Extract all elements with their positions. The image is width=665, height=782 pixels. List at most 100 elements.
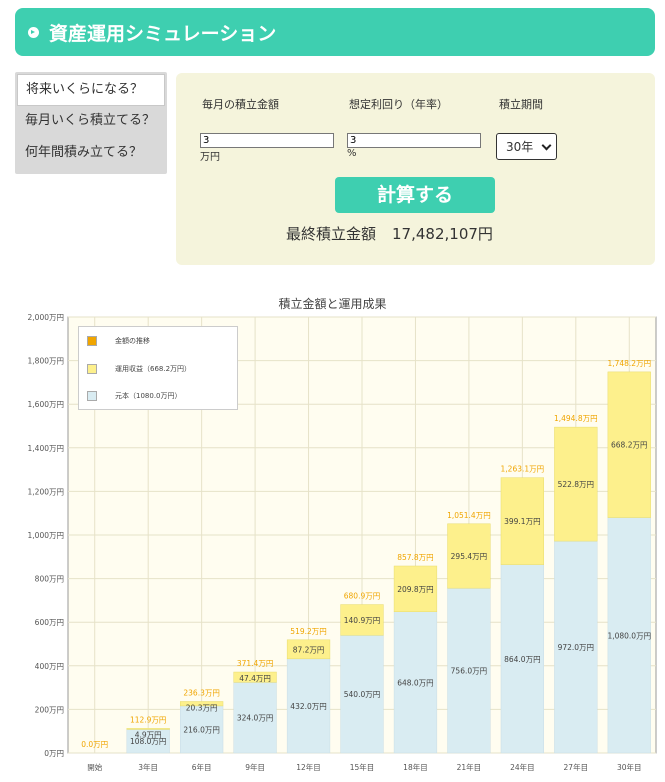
principal-value-label: 540.0万円 xyxy=(344,690,380,699)
principal-value-label: 108.0万円 xyxy=(130,737,166,746)
bar-principal xyxy=(286,658,331,754)
bar-principal xyxy=(554,540,598,754)
page-title: 資産運用シミュレーション xyxy=(49,22,277,45)
mode-tabs: 将来いくらになる？ 毎月いくら積立てる？ 何年間積み立てる？ xyxy=(15,72,167,174)
x-tick-label: 15年目 xyxy=(350,762,375,772)
bar-gain xyxy=(447,523,491,589)
chart-title: 積立金額と運用成果 xyxy=(278,297,387,311)
gain-value-label: 209.8万円 xyxy=(397,585,433,594)
bar-gain xyxy=(286,639,331,660)
y-tick-label: 1,600万円 xyxy=(28,400,64,409)
legend-item-total: 金額の推移 xyxy=(87,334,150,348)
period-select[interactable]: 30年 xyxy=(496,133,557,160)
total-value-label: 1,748.2万円 xyxy=(607,359,651,368)
legend-label-gain: 運用収益（668.2万円） xyxy=(115,365,192,373)
rate-label: 想定利回り（年率） xyxy=(349,98,448,111)
total-value-label: 1,263.1万円 xyxy=(501,465,545,474)
gain-value-label: 140.9万円 xyxy=(344,616,380,625)
x-tick-label: 9年目 xyxy=(245,762,265,772)
bar-principal xyxy=(500,564,544,754)
y-tick-label: 400万円 xyxy=(35,662,64,671)
bar-gain xyxy=(554,426,598,542)
tab-future-value[interactable]: 将来いくらになる？ xyxy=(17,74,165,106)
principal-value-label: 972.0万円 xyxy=(558,643,594,652)
gain-value-label: 4.9万円 xyxy=(135,730,162,739)
x-tick-label: 27年目 xyxy=(564,762,589,772)
chart-legend: 金額の推移 運用収益（668.2万円） 元本（1080.0万円） xyxy=(78,326,238,410)
monthly-amount-unit: 万円 xyxy=(200,152,220,163)
gain-value-label: 522.8万円 xyxy=(558,480,594,489)
x-tick-label: 30年目 xyxy=(617,762,642,772)
x-tick-label: 21年目 xyxy=(457,762,482,772)
total-value-label: 236.3万円 xyxy=(183,688,219,697)
principal-value-label: 756.0万円 xyxy=(451,667,487,676)
total-value-label: 680.9万円 xyxy=(344,592,380,601)
bar-gain xyxy=(500,477,544,565)
bar-gain xyxy=(393,565,438,612)
total-value-label: 1,051.4万円 xyxy=(447,511,491,520)
principal-value-label: 432.0万円 xyxy=(290,702,326,711)
tab-monthly-amount[interactable]: 毎月いくら積立てる？ xyxy=(25,113,156,128)
y-tick-label: 600万円 xyxy=(35,618,64,627)
principal-value-label: 864.0万円 xyxy=(504,655,540,664)
total-value-label: 112.9万円 xyxy=(130,715,166,724)
legend-label-principal: 元本（1080.0万円） xyxy=(115,392,182,400)
bar-gain xyxy=(233,671,277,683)
bar-principal xyxy=(447,587,491,754)
period-select-value: 30年 xyxy=(506,140,534,154)
x-tick-label: 開始 xyxy=(87,762,102,772)
calculate-button[interactable]: 計算する xyxy=(335,177,495,213)
gain-value-label: 47.4万円 xyxy=(239,674,271,683)
page-header: 資産運用シミュレーション xyxy=(15,8,655,56)
y-tick-label: 2,000万円 xyxy=(28,313,64,322)
bar-principal xyxy=(393,611,438,754)
bar-gain xyxy=(180,701,224,707)
tab-period[interactable]: 何年間積み立てる？ xyxy=(25,145,143,160)
y-tick-label: 800万円 xyxy=(35,575,64,584)
total-value-label: 0.0万円 xyxy=(81,740,108,749)
y-tick-label: 0万円 xyxy=(44,749,64,758)
x-tick-label: 3年目 xyxy=(138,762,158,772)
principal-value-label: 648.0万円 xyxy=(397,678,433,687)
y-tick-label: 1,400万円 xyxy=(28,444,64,453)
legend-item-principal: 元本（1080.0万円） xyxy=(87,389,182,403)
legend-swatch-total xyxy=(87,336,97,346)
result-value: 17,482,107円 xyxy=(392,225,493,243)
result-line: 最終積立金額 17,482,107円 xyxy=(286,223,493,244)
legend-swatch-principal xyxy=(87,391,97,401)
legend-label-total: 金額の推移 xyxy=(115,337,150,345)
x-tick-label: 6年目 xyxy=(192,762,212,772)
total-value-label: 857.8万円 xyxy=(397,553,433,562)
rate-input[interactable] xyxy=(347,133,481,148)
bar-principal xyxy=(340,635,384,754)
gain-value-label: 668.2万円 xyxy=(611,441,647,450)
bar-gain xyxy=(340,604,384,636)
bar-gain xyxy=(126,728,170,730)
principal-value-label: 216.0万円 xyxy=(183,725,219,734)
total-value-label: 371.4万円 xyxy=(237,659,273,668)
total-value-label: 1,494.8万円 xyxy=(554,414,598,423)
rate-unit: % xyxy=(347,148,357,159)
result-label: 最終積立金額 xyxy=(286,225,377,243)
bar-gain xyxy=(607,371,651,518)
monthly-amount-input[interactable] xyxy=(200,133,334,148)
gain-value-label: 87.2万円 xyxy=(293,645,325,654)
bar-principal xyxy=(233,682,277,754)
y-tick-label: 1,000万円 xyxy=(28,531,64,540)
chevron-right-icon xyxy=(28,26,39,38)
monthly-amount-label: 毎月の積立金額 xyxy=(202,98,279,111)
gain-value-label: 295.4万円 xyxy=(451,552,487,561)
y-tick-label: 1,200万円 xyxy=(28,487,64,496)
x-tick-label: 12年目 xyxy=(296,762,321,772)
legend-item-gain: 運用収益（668.2万円） xyxy=(87,362,191,376)
legend-swatch-gain xyxy=(87,364,97,374)
gain-value-label: 399.1万円 xyxy=(504,517,540,526)
y-tick-label: 200万円 xyxy=(35,705,64,714)
x-tick-label: 18年目 xyxy=(403,762,428,772)
bar-principal xyxy=(607,517,651,754)
y-tick-label: 1,800万円 xyxy=(28,357,64,366)
bar-principal xyxy=(180,705,224,754)
x-tick-label: 24年目 xyxy=(510,762,535,772)
principal-value-label: 1,080.0万円 xyxy=(607,631,651,640)
